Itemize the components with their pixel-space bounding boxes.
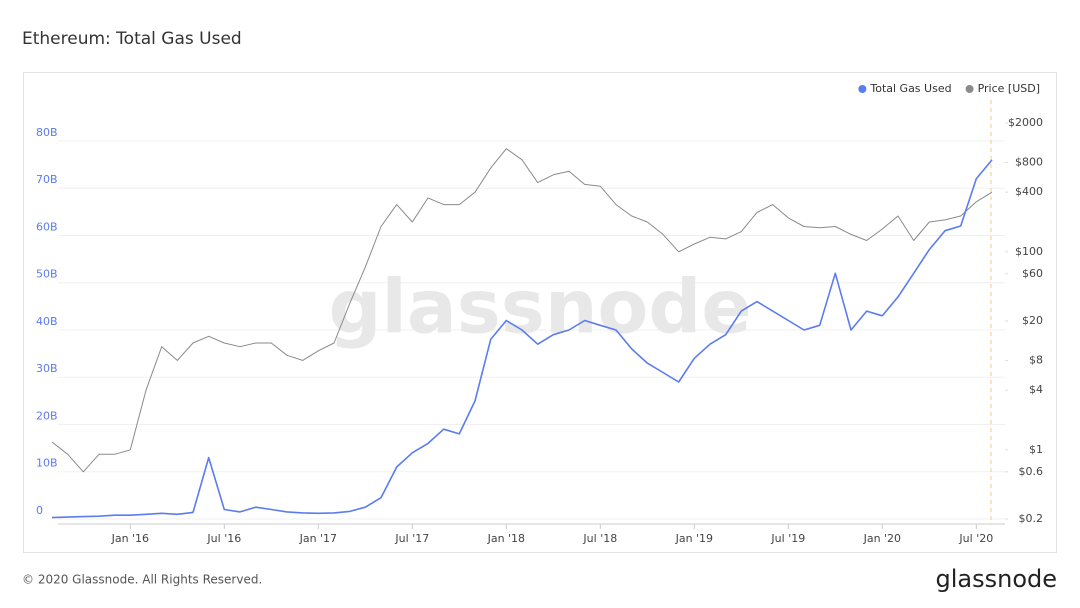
- x-tick-label: Jan '17: [299, 532, 337, 545]
- plot: [51, 148, 993, 519]
- legend-swatch: [965, 85, 974, 93]
- x-tick-label: Jul '19: [770, 532, 805, 545]
- grid: 0 10B 20B 30B 40B 50B 60B 70B 80B $0.2 $0.6 $1 $4 $8 $…: [36, 116, 1043, 545]
- y2-tick-label: $800: [1015, 155, 1043, 168]
- legend-label: Total Gas Used: [869, 82, 951, 95]
- y-tick-label: 50B: [36, 268, 58, 281]
- y-tick-label: 70B: [36, 173, 58, 186]
- y2-tick-label: $60: [1022, 267, 1043, 280]
- series-line: [51, 148, 993, 473]
- y2-tick-label: $8: [1029, 353, 1043, 366]
- chart-title: Ethereum: Total Gas Used: [22, 29, 242, 49]
- y-tick-label: 40B: [36, 315, 58, 328]
- x-tick-label: Jan '19: [675, 532, 713, 545]
- copyright: © 2020 Glassnode. All Rights Reserved.: [22, 573, 262, 587]
- x-tick-label: Jul '20: [958, 532, 993, 545]
- y2-tick-label: $2000: [1008, 116, 1043, 129]
- y-tick-label: 20B: [36, 409, 58, 422]
- series-line: [51, 159, 993, 519]
- watermark: glassnode: [328, 265, 751, 351]
- y2-tick-label: $0.6: [1019, 465, 1044, 478]
- y-tick-label: 80B: [36, 126, 58, 139]
- brand-logo: glassnode: [935, 565, 1057, 593]
- legend-swatch: [858, 85, 867, 93]
- x-tick-label: Jul '17: [394, 532, 429, 545]
- y-tick-label: 10B: [36, 457, 58, 470]
- chart-frame: [23, 72, 1057, 553]
- x-tick-label: Jul '18: [582, 532, 617, 545]
- y-tick-label: 60B: [36, 220, 58, 233]
- legend-label: Price [USD]: [978, 82, 1040, 95]
- x-tick-label: Jan '16: [111, 532, 149, 545]
- x-tick-label: Jul '16: [206, 532, 241, 545]
- x-tick-label: Jan '18: [487, 532, 525, 545]
- y2-tick-label: $1: [1029, 443, 1043, 456]
- y2-tick-label: $0.2: [1019, 512, 1044, 525]
- y2-tick-label: $20: [1022, 314, 1043, 327]
- y2-tick-label: $4: [1029, 383, 1043, 396]
- y-tick-label: 30B: [36, 362, 58, 375]
- x-tick-label: Jan '20: [863, 532, 901, 545]
- y2-tick-label: $100: [1015, 245, 1043, 258]
- y-tick-label: 0: [36, 504, 43, 517]
- y2-tick-label: $400: [1015, 185, 1043, 198]
